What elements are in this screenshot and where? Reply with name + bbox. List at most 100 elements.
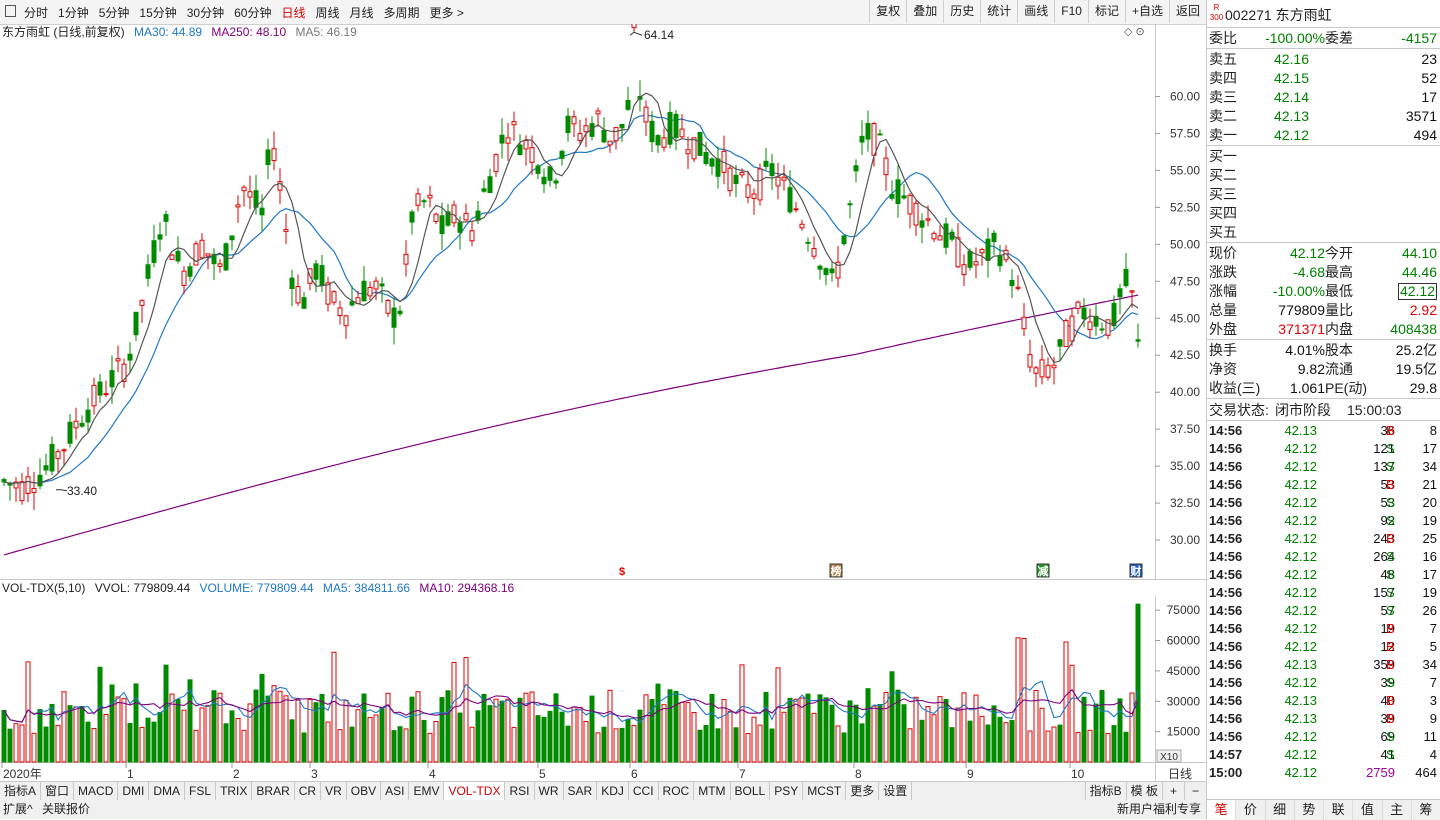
candle-body — [235, 204, 241, 208]
indicator-tab-19[interactable]: ROC — [659, 782, 695, 800]
new-user-promo[interactable]: 新用户福利专享 — [1116, 802, 1201, 816]
tool-button-1[interactable]: 叠加 — [906, 0, 943, 23]
candle-body — [127, 353, 133, 361]
panel-tab-3[interactable]: 势 — [1295, 800, 1324, 820]
window-toggle-icon[interactable] — [5, 5, 16, 17]
x-axis-label: 2020年 — [3, 767, 42, 781]
tool-button-8[interactable]: 返回 — [1168, 0, 1206, 23]
volume-bar — [187, 679, 193, 763]
candlestick-chart[interactable]: 60.00 57.50 55.00 52.50 50.00 47.50 45.00 42.50… — [0, 24, 1206, 580]
panel-tab-1[interactable]: 价 — [1236, 800, 1266, 820]
index-badge-icon: R 300 — [1209, 3, 1224, 22]
price-axis-tick: 47.50 — [1170, 274, 1200, 288]
period-tab-1[interactable]: 1分钟 — [58, 5, 89, 20]
indicator-right-tab-1[interactable]: 模 板 — [1125, 782, 1162, 800]
indicator-tab-1[interactable]: 窗口 — [41, 782, 75, 800]
candle-body — [1135, 339, 1141, 342]
tool-button-2[interactable]: 历史 — [943, 0, 980, 23]
indicator-tab-18[interactable]: CCI — [629, 782, 659, 800]
panel-tab-4[interactable]: 联 — [1324, 800, 1354, 820]
panel-tab-2[interactable]: 细 — [1266, 800, 1295, 820]
period-tab-8[interactable]: 月线 — [349, 5, 374, 20]
indicator-tab-6[interactable]: TRIX — [216, 782, 253, 800]
indicator-tab-21[interactable]: BOLL — [731, 782, 771, 800]
quote-stat-row: 外盘 371371 内盘 408438 — [1209, 321, 1437, 337]
event-marker-icon[interactable] — [616, 564, 628, 577]
indicator-tab-23[interactable]: MCST — [803, 782, 847, 800]
event-marker-icon[interactable] — [1036, 563, 1050, 578]
indicator-tab-2[interactable]: MACD — [74, 782, 119, 800]
panel-tab-0[interactable]: 笔 — [1207, 800, 1237, 820]
indicator-tab-5[interactable]: FSL — [185, 782, 217, 800]
volume-bar — [901, 704, 907, 763]
indicator-tab-25[interactable]: 设置 — [879, 782, 913, 800]
period-tab-0[interactable]: 分时 — [24, 5, 49, 20]
volume-bar — [889, 671, 895, 763]
indicator-tab-7[interactable]: BRAR — [252, 782, 295, 800]
tool-button-6[interactable]: 标记 — [1087, 0, 1125, 23]
period-tab-7[interactable]: 周线 — [315, 5, 340, 20]
chart-corner-icons[interactable]: ◇ ⊙ — [1124, 26, 1145, 38]
related-quote-button[interactable]: 关联报价 — [41, 802, 90, 816]
indicator-tab-0[interactable]: 指标A — [0, 782, 42, 800]
indicator-tab-4[interactable]: DMA — [149, 782, 186, 800]
event-marker-icon[interactable] — [1129, 563, 1143, 578]
candle-body — [343, 315, 349, 327]
indicator-tab-8[interactable]: CR — [295, 782, 322, 800]
volume-bar — [163, 664, 169, 763]
expand-button[interactable]: 扩展^ — [3, 802, 33, 816]
volume-bar — [151, 721, 157, 763]
tick-row: 14:56 42.12 53 S 20 — [1209, 495, 1437, 510]
volume-chart[interactable]: 75000 60000 45000 30000 15000 X10 2020年 1 2 3 4 5 6… — [0, 596, 1206, 781]
event-marker-icon[interactable] — [829, 563, 843, 578]
indicator-tab-13[interactable]: VOL-TDX — [444, 782, 506, 800]
period-tab-9[interactable]: 多周期 — [383, 5, 420, 20]
volume-bar — [643, 694, 649, 763]
zoom-in-button[interactable]: + — [1161, 782, 1184, 800]
indicator-tab-11[interactable]: ASI — [381, 782, 410, 800]
indicator-tab-22[interactable]: PSY — [770, 782, 804, 800]
panel-tab-7[interactable]: 筹 — [1412, 800, 1440, 820]
indicator-tab-12[interactable]: EMV — [409, 782, 445, 800]
candle-body — [259, 207, 265, 216]
indicator-tab-10[interactable]: OBV — [347, 782, 382, 800]
period-tab-4[interactable]: 30分钟 — [186, 5, 225, 20]
vol-indicator-title: VOL-TDX(5,10) — [2, 581, 86, 595]
candle-body — [961, 264, 967, 276]
indicator-tab-14[interactable]: RSI — [505, 782, 535, 800]
period-tab-2[interactable]: 5分钟 — [98, 5, 130, 20]
tool-button-7[interactable]: +自选 — [1124, 0, 1169, 23]
volume-bar — [133, 683, 139, 763]
indicator-tab-3[interactable]: DMI — [118, 782, 150, 800]
volume-bar — [565, 725, 571, 763]
period-tab-6[interactable]: 日线 — [281, 5, 306, 20]
indicator-tab-17[interactable]: KDJ — [597, 782, 629, 800]
volume-bar — [67, 705, 73, 763]
quote-stat-row-2: 净资 9.82 流通 19.5亿 — [1209, 361, 1437, 377]
indicator-tab-15[interactable]: WR — [535, 782, 564, 800]
candle-body — [715, 158, 721, 177]
stock-title: 东方雨虹 (日线,前复权) — [2, 25, 125, 39]
indicator-tab-24[interactable]: 更多 — [846, 782, 880, 800]
indicator-tab-9[interactable]: VR — [321, 782, 347, 800]
volume-bar — [679, 701, 685, 763]
period-tab-10[interactable]: 更多 > — [429, 5, 464, 20]
period-tab-3[interactable]: 15分钟 — [139, 5, 177, 20]
period-tab-5[interactable]: 60分钟 — [234, 5, 272, 20]
candle-body — [835, 261, 841, 279]
candle-body — [295, 285, 301, 304]
indicator-right-tab-0[interactable]: 指标B — [1084, 782, 1126, 800]
candle-body — [115, 358, 121, 362]
tool-button-4[interactable]: 画线 — [1017, 0, 1054, 23]
tool-button-0[interactable]: 复权 — [869, 0, 906, 23]
panel-tab-6[interactable]: 主 — [1383, 800, 1412, 820]
tool-button-3[interactable]: 统计 — [980, 0, 1017, 23]
candle-body — [907, 194, 913, 215]
tool-button-5[interactable]: F10 — [1054, 0, 1088, 23]
zoom-out-button[interactable]: − — [1183, 782, 1206, 800]
panel-tab-5[interactable]: 值 — [1353, 800, 1383, 820]
indicator-tab-16[interactable]: SAR — [564, 782, 598, 800]
quote-stat-row: 涨跌 -4.68 最高 44.46 — [1209, 264, 1437, 280]
candle-body — [421, 200, 427, 203]
indicator-tab-20[interactable]: MTM — [694, 782, 731, 800]
